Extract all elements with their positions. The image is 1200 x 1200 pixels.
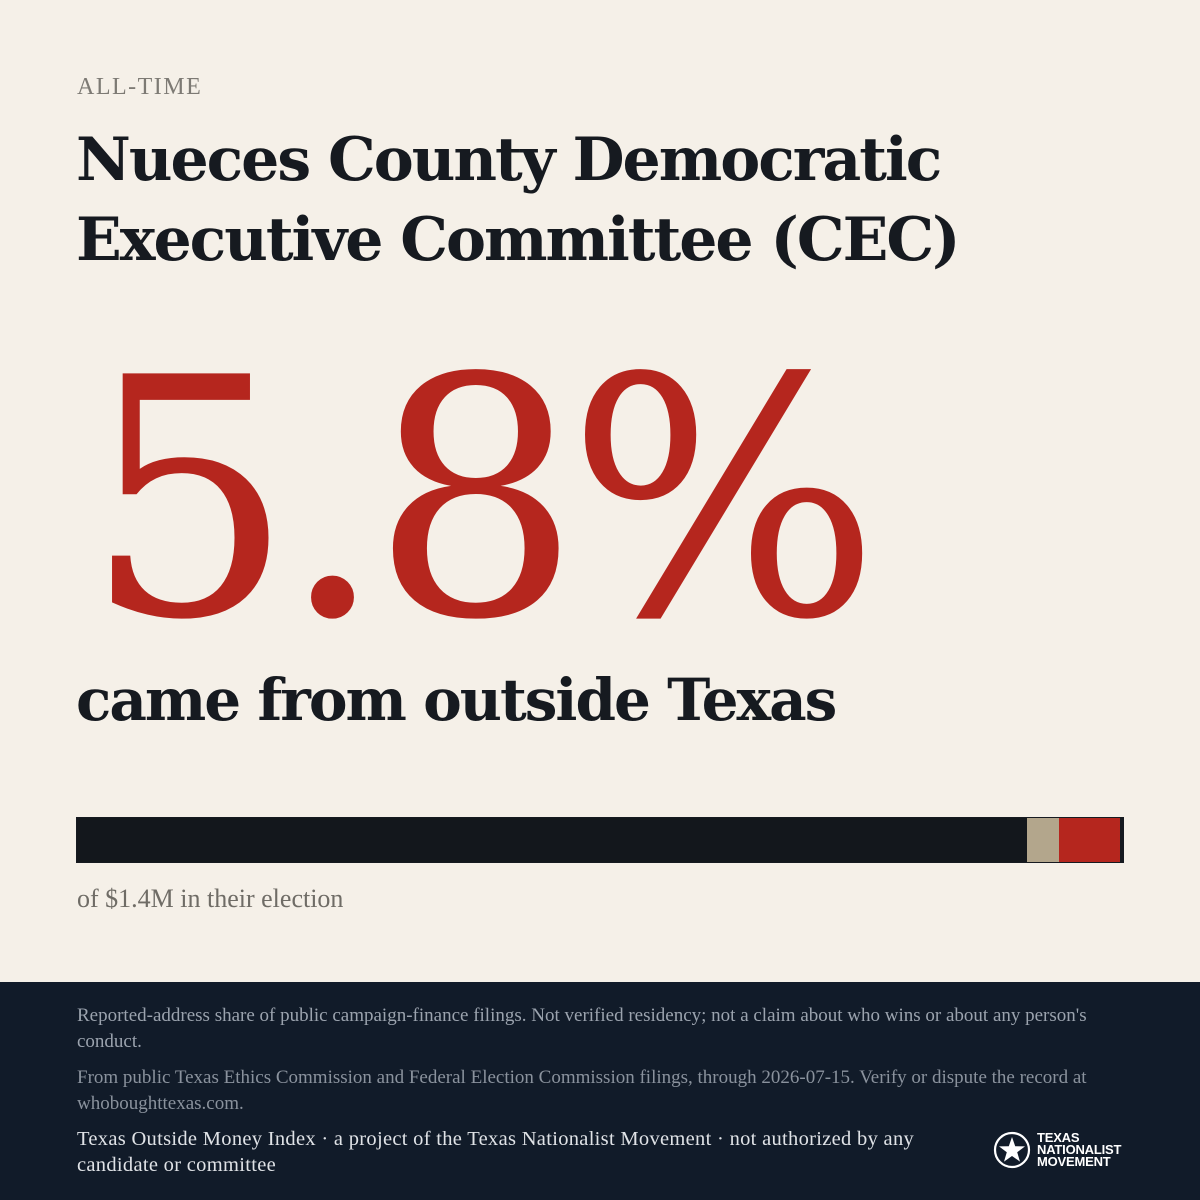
- footer-source: From public Texas Ethics Commission and …: [77, 1067, 1087, 1114]
- bar-segment-unknown: [1026, 818, 1060, 862]
- eyebrow-label: ALL-TIME: [77, 74, 203, 100]
- stat-caption: came from outside Texas: [76, 666, 837, 734]
- brand-line-3: MOVEMENT: [1037, 1154, 1111, 1169]
- footer: [0, 982, 1200, 1200]
- outside-share-stat: 5.8%: [84, 308, 880, 692]
- brand-logo: TEXAS NATIONALIST MOVEMENT: [993, 1131, 1121, 1169]
- committee-title: Nueces County Democratic Executive Commi…: [76, 125, 961, 275]
- star-seal-icon: [993, 1131, 1031, 1169]
- bar-segment-in-state: [77, 818, 1027, 862]
- brand-line-1: TEXAS: [1037, 1130, 1080, 1145]
- brand-line-2: NATIONALIST: [1037, 1142, 1122, 1157]
- share-bar: [76, 817, 1124, 863]
- footer-credit: Texas Outside Money Index · a project of…: [77, 1128, 915, 1176]
- total-raised-text: of $1.4M in their election: [77, 884, 344, 913]
- bar-segment-outside: [1059, 818, 1120, 862]
- brand-wordmark: TEXAS NATIONALIST MOVEMENT: [1037, 1130, 1122, 1169]
- footer-disclaimer: Reported-address share of public campaig…: [77, 1005, 1087, 1052]
